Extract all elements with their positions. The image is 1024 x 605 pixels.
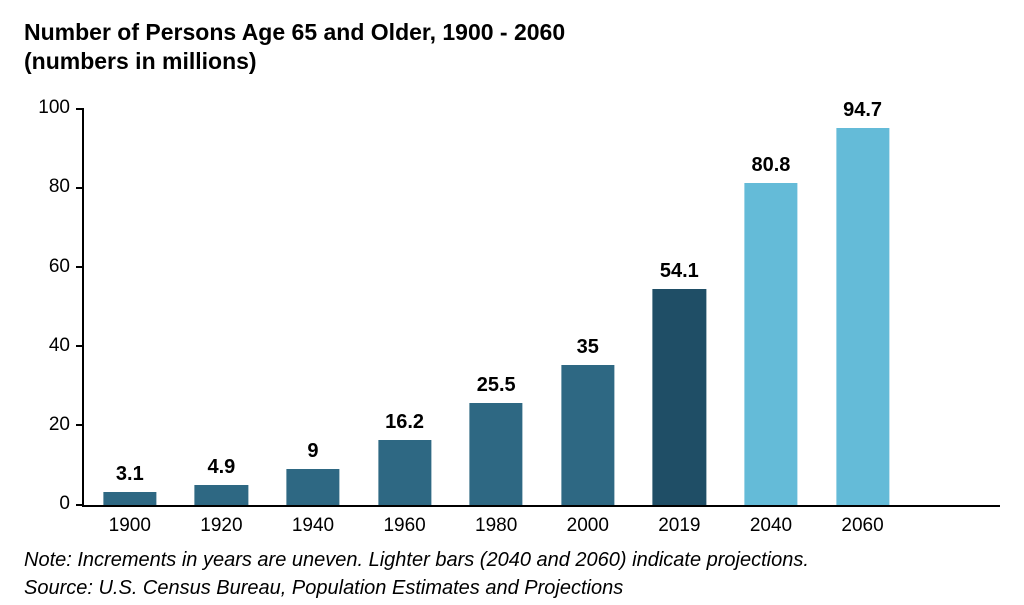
y-tick-label: 60: [49, 256, 70, 278]
y-tickmark: [76, 187, 84, 189]
y-tickmark: [76, 345, 84, 347]
bar-value-label: 54.1: [660, 260, 699, 283]
bar: 54.1: [653, 289, 706, 504]
bar: 94.7: [836, 128, 889, 505]
x-tick-label: 2060: [841, 515, 883, 537]
x-tick-label: 2040: [750, 515, 792, 537]
bar-value-label: 94.7: [843, 99, 882, 122]
bar: 25.5: [470, 403, 523, 504]
bar-slot: 4.91920: [176, 109, 268, 505]
bar: 3.1: [103, 492, 156, 504]
x-tick-label: 1960: [383, 515, 425, 537]
chart-title-line1: Number of Persons Age 65 and Older, 1900…: [24, 19, 565, 45]
bar: 9: [286, 469, 339, 505]
chart-title-line2: (numbers in millions): [24, 48, 257, 74]
footnotes: Note: Increments in years are uneven. Li…: [24, 547, 1000, 601]
bars-group: 3.119004.919209194016.2196025.5198035200…: [84, 109, 1000, 505]
y-tickmark: [76, 504, 84, 506]
x-tick-label: 1920: [200, 515, 242, 537]
bar-slot: 54.12019: [634, 109, 726, 505]
plot-area: 3.119004.919209194016.2196025.5198035200…: [82, 109, 1000, 507]
y-tick-label: 20: [49, 414, 70, 436]
y-tick-label: 0: [59, 493, 70, 515]
bar-value-label: 80.8: [751, 154, 790, 177]
bar-value-label: 25.5: [477, 374, 516, 397]
bar-slot: 352000: [542, 109, 634, 505]
bar-slot: 91940: [267, 109, 359, 505]
bar-value-label: 35: [577, 336, 599, 359]
bar-slot: 94.72060: [817, 109, 909, 505]
y-tick-label: 100: [38, 97, 70, 119]
bar: 4.9: [195, 485, 248, 505]
bar-value-label: 9: [307, 440, 318, 463]
bar-slot: 3.11900: [84, 109, 176, 505]
y-tick-label: 40: [49, 335, 70, 357]
y-tick-label: 80: [49, 176, 70, 198]
chart-area: 3.119004.919209194016.2196025.5198035200…: [24, 84, 1000, 564]
chart-title: Number of Persons Age 65 and Older, 1900…: [24, 18, 1000, 76]
x-tick-label: 1980: [475, 515, 517, 537]
x-tick-label: 2000: [567, 515, 609, 537]
bar: 35: [561, 365, 614, 504]
x-tick-label: 1940: [292, 515, 334, 537]
bar: 80.8: [744, 183, 797, 505]
bar-slot: 16.21960: [359, 109, 451, 505]
bar-slot: [908, 109, 1000, 505]
x-tick-label: 2019: [658, 515, 700, 537]
chart-note: Note: Increments in years are uneven. Li…: [24, 547, 1000, 573]
bar-value-label: 4.9: [207, 456, 235, 479]
bar-value-label: 3.1: [116, 463, 144, 486]
x-tick-label: 1900: [109, 515, 151, 537]
y-tickmark: [76, 108, 84, 110]
bar: 16.2: [378, 440, 431, 504]
y-tickmark: [76, 266, 84, 268]
chart-source: Source: U.S. Census Bureau, Population E…: [24, 575, 1000, 601]
y-tickmark: [76, 424, 84, 426]
bar-slot: 80.82040: [725, 109, 817, 505]
bar-value-label: 16.2: [385, 411, 424, 434]
bar-slot: 25.51980: [450, 109, 542, 505]
chart-container: Number of Persons Age 65 and Older, 1900…: [0, 0, 1024, 605]
